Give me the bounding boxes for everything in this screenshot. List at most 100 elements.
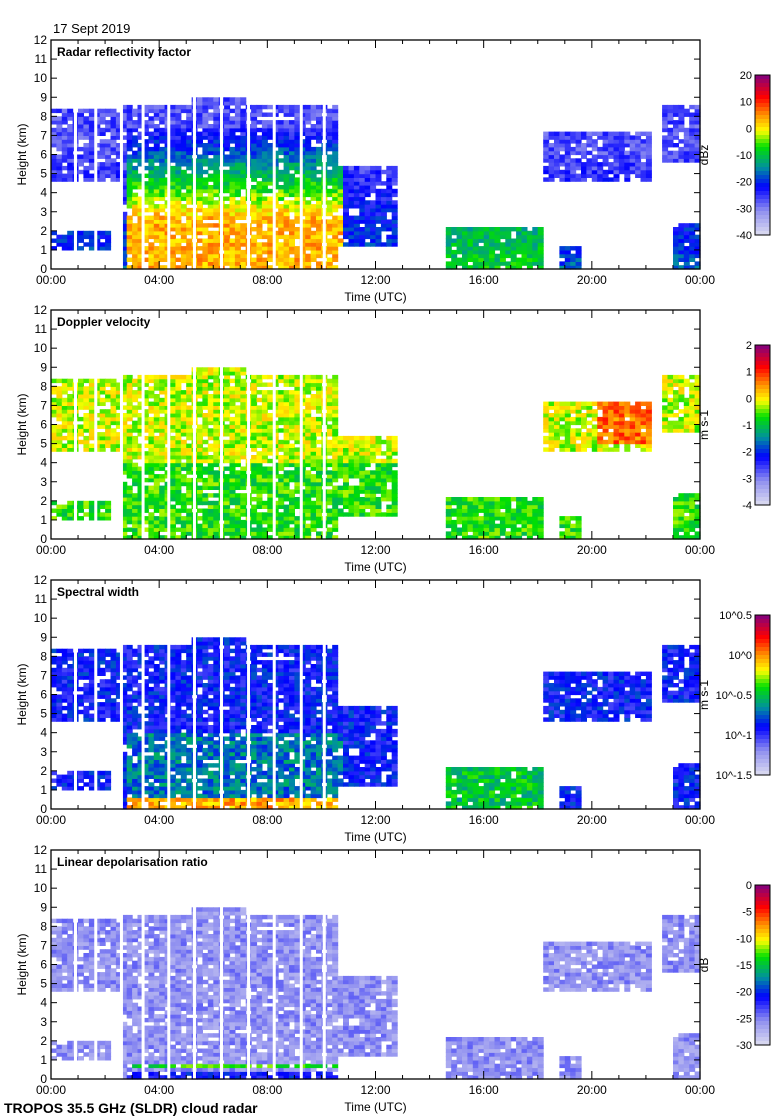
heatmap-cell: [261, 234, 268, 240]
heatmap-cell: [153, 378, 160, 384]
heatmap-cell: [67, 173, 74, 178]
heatmap-cell: [586, 173, 593, 178]
heatmap-cell: [175, 108, 182, 114]
heatmap-cell: [88, 420, 95, 426]
heatmap-cell: [489, 512, 496, 517]
heatmap-cell: [332, 477, 339, 483]
heatmap-cell: [202, 253, 209, 259]
heatmap-cell: [521, 249, 528, 255]
heatmap-cell: [67, 500, 74, 506]
heatmap-cell: [251, 378, 258, 384]
heatmap-cell: [67, 158, 74, 163]
heatmap-cell: [170, 139, 176, 144]
heatmap-cell: [207, 413, 214, 418]
heatmap-cell: [78, 439, 84, 445]
heatmap-cell: [359, 200, 366, 205]
heatmap-cell: [126, 108, 133, 114]
heatmap-cell: [148, 246, 155, 251]
heatmap-cell: [132, 230, 139, 236]
heatmap-cell: [175, 435, 182, 441]
heatmap-cell: [645, 146, 652, 152]
heatmap-cell: [294, 420, 301, 426]
colorbar-segment: [755, 175, 770, 180]
heatmap-cell: [380, 211, 387, 217]
heatmap-cell: [554, 416, 560, 422]
heatmap-cell: [370, 451, 377, 456]
heatmap-cell: [234, 234, 241, 240]
heatmap-cell: [83, 158, 90, 163]
heatmap-cell: [391, 165, 398, 171]
heatmap-cell: [256, 405, 263, 410]
heatmap-cell: [240, 97, 247, 102]
data-gap: [247, 40, 251, 269]
heatmap-cell: [462, 516, 468, 521]
heatmap-cell: [83, 386, 90, 391]
heatmap-cell: [121, 108, 128, 114]
heatmap-cell: [170, 131, 176, 136]
heatmap-cell: [559, 261, 566, 266]
heatmap-cell: [261, 519, 268, 525]
heatmap-cell: [299, 265, 306, 270]
heatmap-cell: [137, 112, 144, 117]
heatmap-cell: [137, 378, 144, 384]
heatmap-cell: [229, 371, 236, 376]
heatmap-cell: [278, 516, 285, 521]
heatmap-cell: [121, 497, 128, 502]
heatmap-cell: [364, 443, 371, 448]
heatmap-cell: [61, 116, 68, 121]
heatmap-cell: [645, 135, 652, 140]
heatmap-cell: [67, 246, 74, 251]
heatmap-cell: [689, 257, 696, 262]
heatmap-cell: [283, 455, 290, 460]
heatmap-cell: [472, 227, 479, 232]
heatmap-cell: [202, 143, 209, 148]
heatmap-cell: [153, 439, 160, 445]
heatmap-cell: [678, 139, 685, 144]
heatmap-cell: [316, 386, 322, 391]
heatmap-cell: [289, 474, 295, 479]
heatmap-cell: [348, 455, 355, 460]
heatmap-cell: [472, 253, 479, 259]
heatmap-cell: [332, 432, 339, 437]
heatmap-cell: [153, 428, 160, 433]
heatmap-cell: [234, 127, 241, 133]
heatmap-cell: [180, 508, 187, 513]
heatmap-cell: [202, 97, 209, 102]
heatmap-cell: [251, 188, 258, 194]
heatmap-cell: [337, 169, 344, 175]
heatmap-cell: [137, 500, 144, 506]
heatmap-cell: [251, 116, 258, 121]
heatmap-cell: [353, 512, 360, 517]
heatmap-cell: [234, 253, 241, 259]
heatmap-cell: [148, 249, 155, 255]
heatmap-cell: [99, 146, 106, 152]
heatmap-cell: [526, 242, 533, 247]
heatmap-cell: [234, 455, 241, 460]
heatmap-cell: [294, 474, 301, 479]
heatmap-cell: [105, 162, 112, 167]
heatmap-cell: [256, 535, 263, 540]
heatmap-cell: [137, 185, 144, 190]
heatmap-cell: [348, 169, 355, 175]
heatmap-cell: [132, 234, 139, 240]
heatmap-cell: [99, 234, 106, 240]
heatmap-cell: [689, 112, 696, 117]
heatmap-cell: [521, 230, 528, 236]
heatmap-cell: [359, 181, 366, 186]
heatmap-cell: [175, 535, 182, 540]
heatmap-cell: [532, 508, 539, 513]
heatmap-cell: [326, 508, 333, 513]
heatmap-cell: [180, 447, 187, 452]
y-tick-label: 12: [34, 33, 48, 47]
heatmap-cell: [499, 523, 506, 529]
heatmap-cell: [353, 504, 360, 509]
heatmap-cell: [105, 169, 112, 175]
heatmap-cell: [554, 169, 560, 175]
heatmap-cell: [213, 535, 220, 540]
heatmap-cell: [142, 500, 149, 506]
heatmap-cell: [142, 146, 149, 152]
heatmap-cell: [148, 409, 155, 414]
heatmap-cell: [326, 204, 333, 209]
heatmap-cell: [159, 135, 166, 140]
heatmap-cell: [261, 413, 268, 418]
